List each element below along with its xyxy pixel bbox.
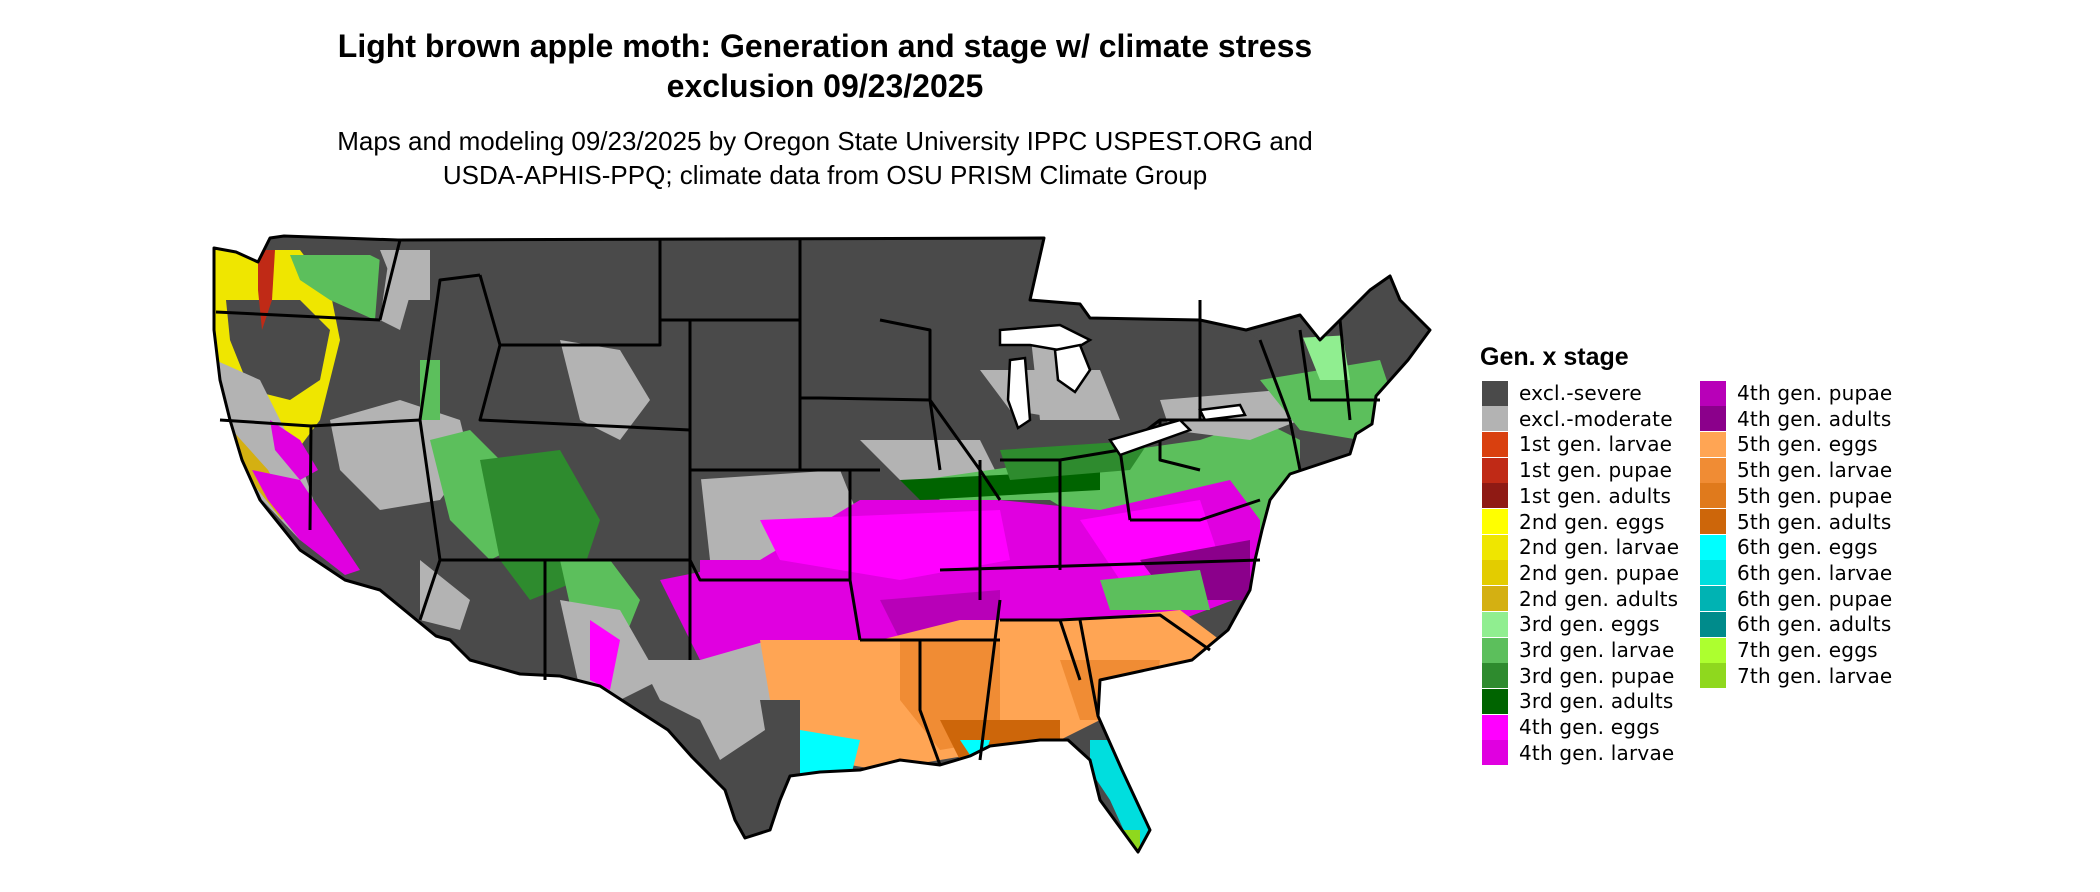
legend-label: 6th gen. larvae	[1737, 560, 1893, 585]
legend-label: 5th gen. larvae	[1737, 458, 1893, 483]
legend-label: 7th gen. larvae	[1737, 663, 1893, 688]
subtitle-line-1: Maps and modeling 09/23/2025 by Oregon S…	[337, 126, 1313, 156]
legend-item: excl.-severe	[1482, 380, 1642, 406]
legend-item: excl.-moderate	[1482, 406, 1673, 432]
us-map	[212, 234, 1432, 854]
subtitle-line-2: USDA-APHIS-PPQ; climate data from OSU PR…	[442, 160, 1208, 190]
legend-swatch	[1700, 586, 1726, 612]
legend-swatch	[1482, 611, 1508, 637]
legend-item: 5th gen. larvae	[1700, 457, 1892, 483]
legend-swatch	[1700, 663, 1726, 689]
legend-swatch	[1482, 740, 1508, 766]
legend-item: 3rd gen. pupae	[1482, 663, 1674, 689]
legend-item: 6th gen. pupae	[1700, 586, 1892, 612]
legend-label: 1st gen. larvae	[1519, 432, 1673, 457]
legend-item: 3rd gen. larvae	[1482, 637, 1674, 663]
map-subtitle: Maps and modeling 09/23/2025 by Oregon S…	[200, 124, 1450, 192]
legend-label: 1st gen. adults	[1519, 483, 1672, 508]
legend-swatch	[1482, 560, 1508, 586]
legend-item: 4th gen. eggs	[1482, 714, 1660, 740]
legend-label: 6th gen. pupae	[1737, 586, 1893, 611]
legend-label: 3rd gen. eggs	[1519, 612, 1660, 637]
legend-item: 1st gen. adults	[1482, 483, 1671, 509]
legend-swatch	[1700, 431, 1726, 457]
state-borders	[212, 234, 1432, 854]
legend-label: excl.-severe	[1519, 381, 1642, 405]
legend: excl.-severe excl.-moderate 1st gen. larva…	[1482, 380, 1942, 770]
legend-item: 3rd gen. adults	[1482, 688, 1673, 714]
legend-item: 7th gen. larvae	[1700, 663, 1892, 689]
legend-item: 6th gen. larvae	[1700, 560, 1892, 586]
legend-swatch	[1482, 534, 1508, 560]
legend-swatch	[1700, 483, 1726, 509]
legend-swatch	[1482, 509, 1508, 534]
great-lakes	[998, 323, 1247, 457]
legend-item: 4th gen. pupae	[1700, 380, 1892, 406]
generation-stage-raster	[214, 236, 1430, 852]
legend-item: 2nd gen. larvae	[1482, 534, 1679, 560]
legend-label: 3rd gen. pupae	[1519, 663, 1675, 688]
legend-label: 7th gen. eggs	[1737, 638, 1878, 662]
legend-item: 2nd gen. pupae	[1482, 560, 1679, 586]
legend-label: 2nd gen. pupae	[1519, 560, 1680, 585]
legend-swatch	[1482, 663, 1508, 689]
legend-label: 3rd gen. larvae	[1519, 638, 1675, 662]
legend-item: 6th gen. eggs	[1700, 534, 1878, 560]
legend-title: Gen. x stage	[1480, 343, 1629, 371]
legend-label: 2nd gen. eggs	[1519, 509, 1665, 534]
legend-item: 5th gen. adults	[1700, 509, 1891, 535]
legend-label: 3rd gen. adults	[1519, 689, 1674, 714]
legend-swatch	[1700, 560, 1726, 586]
legend-label: 4th gen. eggs	[1519, 715, 1660, 740]
legend-swatch	[1482, 406, 1508, 432]
legend-swatch	[1482, 483, 1508, 509]
legend-label: 1st gen. pupae	[1519, 458, 1673, 483]
legend-item: 4th gen. adults	[1700, 406, 1891, 432]
legend-label: 2nd gen. adults	[1519, 586, 1679, 611]
legend-swatch	[1482, 457, 1508, 483]
map-title: Light brown apple moth: Generation and s…	[200, 26, 1450, 106]
legend-swatch	[1482, 586, 1508, 612]
title-line-1: Light brown apple moth: Generation and s…	[337, 28, 1313, 64]
legend-label: 2nd gen. larvae	[1519, 535, 1680, 560]
legend-item: 7th gen. eggs	[1700, 637, 1878, 663]
legend-label: excl.-moderate	[1519, 406, 1673, 431]
legend-label: 5th gen. adults	[1737, 509, 1892, 534]
legend-swatch	[1482, 637, 1508, 663]
legend-label: 6th gen. eggs	[1737, 535, 1878, 560]
legend-swatch	[1482, 380, 1508, 406]
legend-item: 1st gen. pupae	[1482, 457, 1672, 483]
legend-swatch	[1482, 714, 1508, 740]
legend-item: 5th gen. pupae	[1700, 483, 1892, 509]
legend-item: 5th gen. eggs	[1700, 431, 1878, 457]
legend-swatch	[1700, 611, 1726, 637]
legend-swatch	[1700, 457, 1726, 483]
legend-swatch	[1482, 431, 1508, 457]
legend-item: 4th gen. larvae	[1482, 740, 1674, 766]
legend-swatch	[1700, 406, 1726, 432]
legend-label: 6th gen. adults	[1737, 612, 1892, 637]
legend-swatch	[1700, 380, 1726, 406]
legend-item: 2nd gen. adults	[1482, 586, 1678, 612]
legend-swatch	[1482, 688, 1508, 714]
legend-item: 6th gen. adults	[1700, 611, 1891, 637]
legend-label: 5th gen. eggs	[1737, 432, 1878, 457]
legend-label: 4th gen. pupae	[1737, 381, 1893, 405]
legend-item: 3rd gen. eggs	[1482, 611, 1660, 637]
legend-item: 1st gen. larvae	[1482, 431, 1672, 457]
legend-item: 2nd gen. eggs	[1482, 509, 1665, 535]
legend-label: 4th gen. larvae	[1519, 740, 1675, 765]
legend-swatch	[1700, 534, 1726, 560]
title-line-2: exclusion 09/23/2025	[666, 68, 984, 104]
legend-swatch	[1700, 509, 1726, 534]
legend-label: 5th gen. pupae	[1737, 483, 1893, 508]
legend-label: 4th gen. adults	[1737, 406, 1892, 431]
legend-swatch	[1700, 637, 1726, 663]
